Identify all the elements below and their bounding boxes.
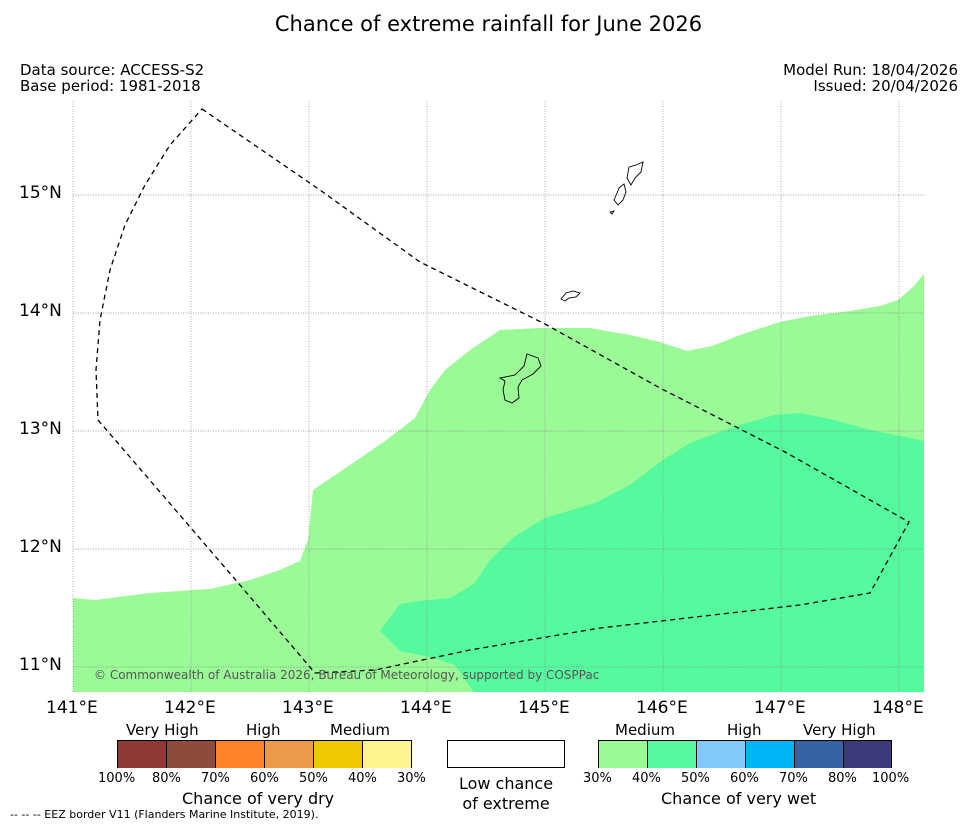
dry-swatch-40-50: [314, 741, 363, 768]
wet-swatch-30-40: [599, 741, 648, 768]
island-tinian: [613, 183, 627, 206]
dry-tick-30: 30%: [397, 771, 426, 786]
dry-swatch-80-100: [118, 741, 167, 768]
lon-label-144: 144°E: [400, 698, 452, 718]
lon-label-141: 141°E: [46, 698, 98, 718]
wet-tick-40: 40%: [632, 771, 661, 786]
lat-label-12: 12°N: [19, 537, 62, 557]
dry-cat-medium: Medium: [330, 721, 390, 739]
lon-label-147: 147°E: [754, 698, 806, 718]
wet-tick-60: 60%: [730, 771, 759, 786]
dry-tick-50: 50%: [299, 771, 328, 786]
island-guam: [498, 353, 542, 404]
lat-label-13: 13°N: [19, 419, 62, 439]
wet-cat-medium: Medium: [615, 721, 675, 739]
low-chance-line1: Low chance: [458, 774, 554, 793]
dry-swatch-50-60: [265, 741, 314, 768]
island-rota: [560, 290, 581, 302]
lon-label-145: 145°E: [518, 698, 570, 718]
dry-tick-60: 60%: [250, 771, 279, 786]
dry-swatch-30-40: [363, 741, 411, 768]
eez-border: [95, 108, 910, 674]
dry-cat-high: High: [246, 721, 281, 739]
wet-swatch-60-70: [746, 741, 795, 768]
dry-swatch-60-70: [216, 741, 265, 768]
dry-tick-40: 40%: [348, 771, 377, 786]
wet-legend-title: Chance of very wet: [661, 789, 817, 808]
lat-label-15: 15°N: [19, 183, 62, 203]
lon-label-146: 146°E: [636, 698, 688, 718]
zone-wet-medium-40-50: [380, 413, 924, 692]
dry-tick-80: 80%: [152, 771, 181, 786]
lon-label-148: 148°E: [872, 698, 924, 718]
wet-swatch-40-50: [648, 741, 697, 768]
grid-lines: [72, 101, 924, 692]
low-chance-line2: of extreme: [462, 794, 550, 813]
wet-cat-very-high: Very High: [803, 721, 876, 739]
wet-cat-high: High: [727, 721, 762, 739]
wet-tick-50: 50%: [681, 771, 710, 786]
islands: [498, 161, 644, 404]
wet-swatch-80-100: [844, 741, 891, 768]
dry-colorbar: [117, 740, 412, 768]
dry-cat-very-high: Very High: [126, 721, 199, 739]
dry-legend-title: Chance of very dry: [182, 789, 335, 808]
wet-swatch-50-60: [697, 741, 746, 768]
dry-swatch-70-80: [167, 741, 216, 768]
lat-label-14: 14°N: [19, 301, 62, 321]
lat-label-11: 11°N: [19, 655, 62, 675]
map-title: Chance of extreme rainfall for June 2026: [274, 12, 703, 36]
eez-footnote: -- -- -- EEZ border V11 (Flanders Marine…: [10, 808, 319, 821]
wet-tick-100: 100%: [872, 771, 910, 786]
model-run: Model Run: 18/04/2026: [783, 61, 958, 79]
dry-tick-70: 70%: [201, 771, 230, 786]
base-period: Base period: 1981-2018: [20, 77, 201, 95]
island-aguijan: [609, 210, 616, 215]
wet-swatch-70-80: [795, 741, 844, 768]
copyright-notice: © Commonwealth of Australia 2026, Bureau…: [94, 668, 600, 682]
wet-colorbar: [598, 740, 892, 768]
wet-tick-80: 80%: [828, 771, 857, 786]
island-saipan: [626, 161, 644, 186]
wet-tick-30: 30%: [583, 771, 612, 786]
lon-label-143: 143°E: [282, 698, 334, 718]
lon-label-142: 142°E: [164, 698, 216, 718]
low-chance-swatch: [447, 740, 565, 768]
issued-date: Issued: 20/04/2026: [813, 77, 958, 95]
dry-tick-100: 100%: [98, 771, 136, 786]
wet-tick-70: 70%: [779, 771, 808, 786]
data-source: Data source: ACCESS-S2: [20, 61, 205, 79]
